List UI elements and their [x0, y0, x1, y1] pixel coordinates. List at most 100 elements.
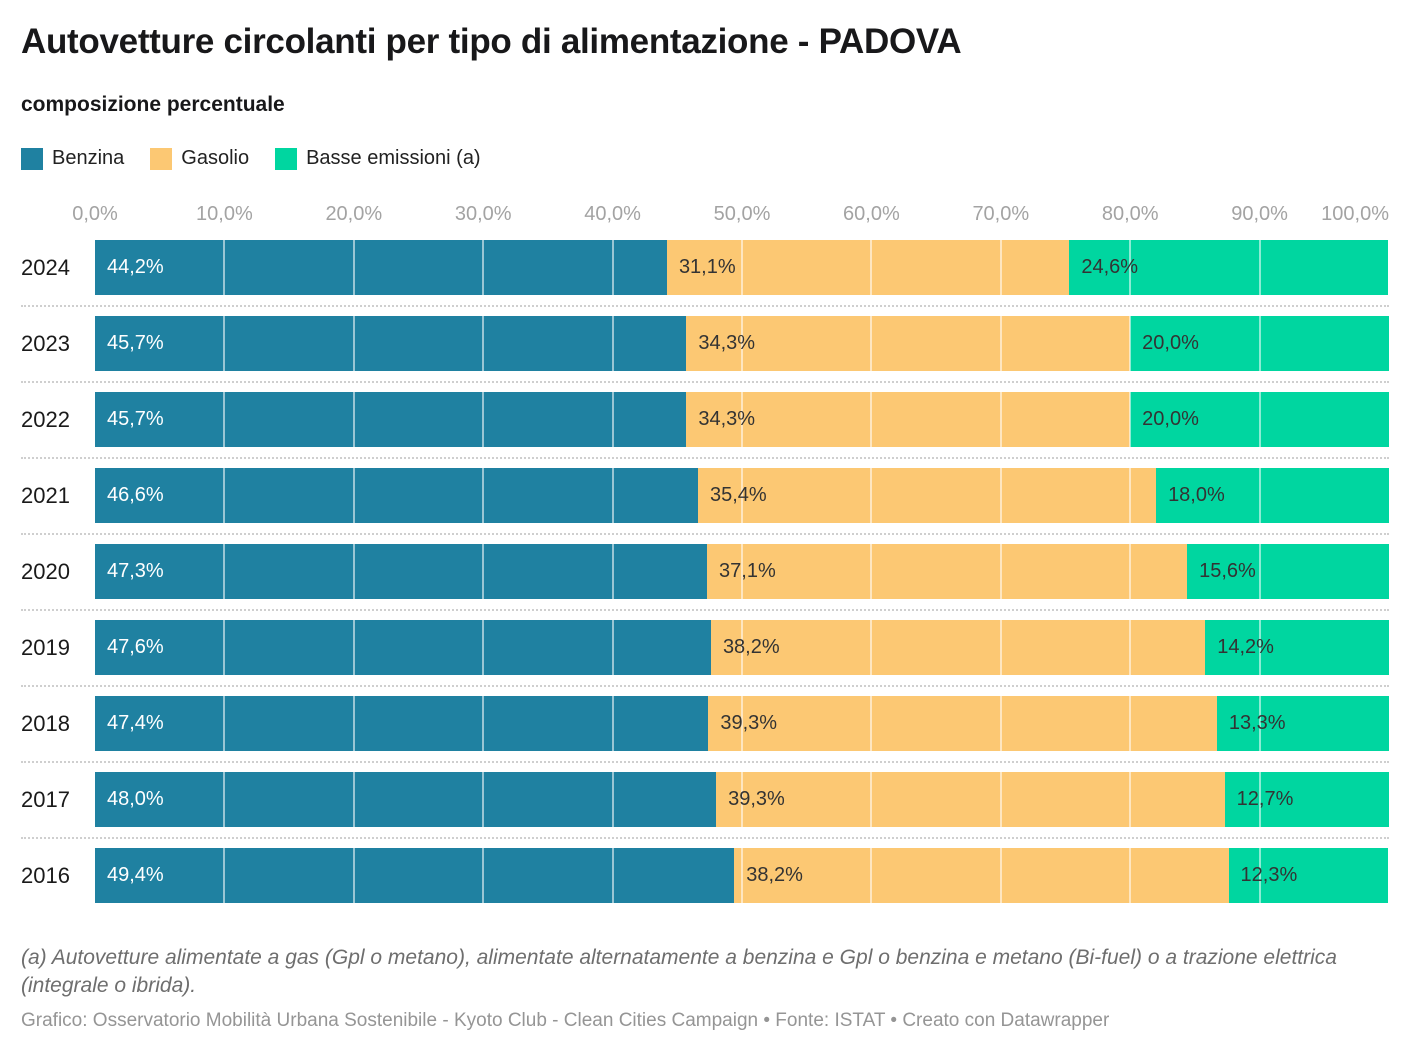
bar-value-label: 20,0%	[1142, 408, 1199, 430]
legend-item-gasolio: Gasolio	[150, 147, 249, 170]
bar-value-label: 14,2%	[1217, 636, 1274, 658]
bar-value-label: 34,3%	[698, 408, 756, 430]
legend-swatch-icon	[150, 147, 173, 170]
bar-segment-basse-emissioni-a: 13,3%	[1216, 696, 1389, 751]
chart-rows: 2024 44,2% 31,1% 24,6% 2023 45,7% 34,3% 20,0% 20…	[0, 240, 1389, 903]
bar-segment-benzina: 47,6%	[95, 620, 711, 675]
stacked-bar-2021: 46,6% 35,4% 18,0%	[95, 468, 1389, 523]
bar-segment-basse-emissioni-a: 14,2%	[1205, 620, 1389, 675]
row-year-label: 2020	[21, 558, 70, 584]
bar-segment-gasolio: 35,4%	[698, 468, 1157, 523]
stacked-bar-2024: 44,2% 31,1% 24,6%	[95, 240, 1389, 295]
axis-tick: 10,0%	[196, 203, 253, 225]
bar-value-label: 12,3%	[1240, 864, 1298, 886]
stacked-bar-2018: 47,4% 39,3% 13,3%	[95, 696, 1389, 751]
bar-segment-basse-emissioni-a: 20,0%	[1130, 392, 1389, 447]
credit-line: Grafico: Osservatorio Mobilità Urbana So…	[21, 1010, 1110, 1031]
axis-tick: 60,0%	[843, 203, 900, 225]
stacked-bar-2016: 49,4% 38,2% 12,3%	[95, 848, 1389, 903]
bar-segment-benzina: 45,7%	[95, 316, 687, 371]
bar-segment-benzina: 48,0%	[95, 772, 717, 827]
legend-label: Basse emissioni (a)	[306, 147, 481, 169]
bar-value-label: 38,2%	[722, 636, 780, 658]
axis-tick: 30,0%	[454, 203, 512, 225]
legend-swatch-icon	[21, 147, 43, 170]
row-year-label: 2017	[21, 786, 70, 812]
x-axis: 0,0% 10,0% 20,0% 30,0% 40,0% 50,0% 60,0% 70,0% 8…	[72, 203, 1389, 231]
bar-value-label: 45,7%	[107, 332, 164, 354]
row-year-label: 2018	[21, 710, 70, 736]
axis-tick: 50,0%	[713, 203, 771, 225]
chart-row: 2024 44,2% 31,1% 24,6%	[0, 240, 1389, 307]
bar-segment-benzina: 44,2%	[95, 240, 667, 295]
row-year-label: 2022	[21, 406, 70, 432]
row-year-label: 2019	[21, 634, 70, 660]
legend-swatch-icon	[275, 147, 298, 170]
bar-value-label: 15,6%	[1199, 560, 1256, 582]
stacked-bar-2020: 47,3% 37,1% 15,6%	[95, 544, 1389, 599]
bar-segment-gasolio: 31,1%	[666, 240, 1070, 295]
stacked-bar-2023: 45,7% 34,3% 20,0%	[95, 316, 1389, 371]
axis-tick: 80,0%	[1101, 203, 1159, 225]
legend-item-benzina: Benzina	[21, 147, 124, 170]
bar-value-label: 39,3%	[728, 788, 785, 810]
axis-tick: 0,0%	[72, 203, 118, 225]
legend-item-basse-emissioni-a: Basse emissioni (a)	[275, 147, 481, 170]
bar-value-label: 37,1%	[719, 560, 776, 582]
bar-segment-gasolio: 38,2%	[710, 620, 1206, 675]
bar-value-label: 34,3%	[698, 332, 756, 354]
stacked-bar-2017: 48,0% 39,3% 12,7%	[95, 772, 1389, 827]
chart-row: 2019 47,6% 38,2% 14,2%	[0, 620, 1389, 687]
footnote: (a) Autovetture alimentate a gas (Gpl o …	[21, 946, 1337, 997]
axis-tick: 20,0%	[325, 203, 383, 225]
bar-segment-basse-emissioni-a: 12,3%	[1228, 848, 1388, 903]
axis-tick: 40,0%	[584, 203, 641, 225]
chart-row: 2021 46,6% 35,4% 18,0%	[0, 468, 1389, 535]
bar-value-label: 38,2%	[746, 864, 803, 886]
bar-value-label: 46,6%	[107, 484, 164, 506]
page-title: Autovetture circolanti per tipo di alime…	[21, 22, 962, 61]
chart-row: 2022 45,7% 34,3% 20,0%	[0, 392, 1389, 459]
bar-value-label: 13,3%	[1228, 712, 1286, 734]
bar-value-label: 48,0%	[107, 788, 164, 810]
axis-tick: 90,0%	[1231, 203, 1288, 225]
chart-row: 2017 48,0% 39,3% 12,7%	[0, 772, 1389, 839]
bar-segment-benzina: 46,6%	[95, 468, 698, 523]
legend: Benzina Gasolio Basse emissioni (a)	[21, 147, 481, 170]
bar-segment-gasolio: 34,3%	[686, 392, 1131, 447]
bar-value-label: 45,7%	[107, 408, 164, 430]
row-year-label: 2016	[21, 862, 70, 888]
row-year-label: 2023	[21, 330, 70, 356]
stacked-bar-2019: 47,6% 38,2% 14,2%	[95, 620, 1389, 675]
bar-value-label: 12,7%	[1236, 788, 1294, 810]
bar-segment-basse-emissioni-a: 24,6%	[1069, 240, 1388, 295]
bar-value-label: 49,4%	[107, 864, 164, 886]
bar-value-label: 20,0%	[1142, 332, 1199, 354]
bar-value-label: 35,4%	[710, 484, 767, 506]
bar-segment-basse-emissioni-a: 12,7%	[1224, 772, 1389, 827]
row-year-label: 2024	[21, 254, 70, 280]
bar-value-label: 31,1%	[678, 256, 736, 278]
page-subtitle: composizione percentuale	[21, 93, 285, 116]
bar-value-label: 47,6%	[107, 636, 164, 658]
bar-segment-basse-emissioni-a: 20,0%	[1130, 316, 1389, 371]
bar-segment-basse-emissioni-a: 18,0%	[1156, 468, 1389, 523]
bar-segment-gasolio: 38,2%	[734, 848, 1229, 903]
bar-value-label: 24,6%	[1081, 256, 1139, 278]
stacked-bar-2022: 45,7% 34,3% 20,0%	[95, 392, 1389, 447]
bar-value-label: 44,2%	[107, 256, 164, 278]
bar-segment-benzina: 45,7%	[95, 392, 687, 447]
row-year-label: 2021	[21, 482, 70, 508]
bar-value-label: 39,3%	[720, 712, 778, 734]
bar-segment-benzina: 47,3%	[95, 544, 708, 599]
bar-segment-gasolio: 39,3%	[716, 772, 1225, 827]
bar-value-label: 47,3%	[107, 560, 164, 582]
chart-row: 2018 47,4% 39,3% 13,3%	[0, 696, 1389, 763]
bar-segment-benzina: 49,4%	[95, 848, 735, 903]
legend-label: Benzina	[52, 147, 125, 169]
bar-value-label: 18,0%	[1168, 484, 1225, 506]
bar-segment-gasolio: 39,3%	[708, 696, 1217, 751]
bar-segment-gasolio: 37,1%	[707, 544, 1188, 599]
axis-tick: 100,0%	[1321, 203, 1389, 225]
